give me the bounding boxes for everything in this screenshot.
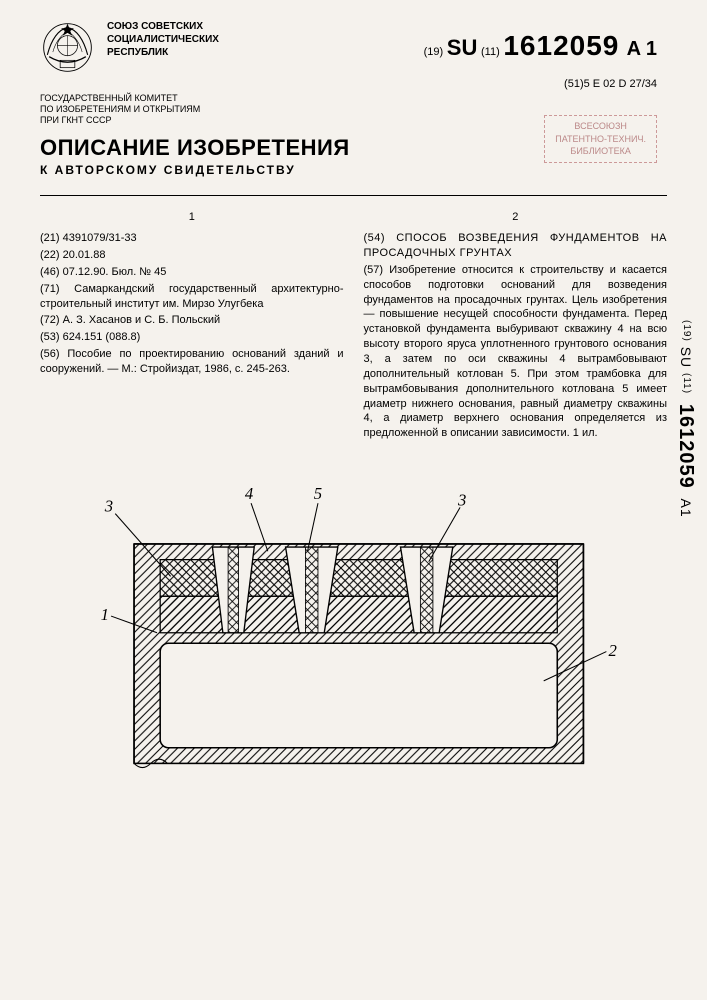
doc-subtitle: К АВТОРСКОМУ СВИДЕТЕЛЬСТВУ bbox=[40, 163, 667, 177]
svg-text:1: 1 bbox=[101, 605, 109, 624]
svg-text:3: 3 bbox=[104, 497, 113, 516]
state-emblem-icon bbox=[40, 20, 95, 75]
document-number: (19) SU (11) 1612059 A 1 bbox=[424, 30, 657, 62]
side-doc-number: (19) SU (11) 1612059 A1 bbox=[674, 320, 697, 518]
svg-text:2: 2 bbox=[608, 641, 616, 660]
svg-text:4: 4 bbox=[245, 484, 253, 503]
bibliographic-columns: 1 (21) 4391079/31-33 (22) 20.01.88 (46) … bbox=[40, 210, 667, 443]
svg-text:3: 3 bbox=[457, 490, 466, 509]
technical-figure: 3 1 4 5 3 2 bbox=[40, 473, 667, 803]
svg-text:5: 5 bbox=[314, 484, 322, 503]
library-stamp: ВСЕСОЮЗН ПАТЕНТНО-ТЕХНИЧ. БИБЛИОТЕКА bbox=[544, 115, 657, 163]
issuer-text: СОЮЗ СОВЕТСКИХ СОЦИАЛИСТИЧЕСКИХ РЕСПУБЛИ… bbox=[107, 20, 219, 59]
left-column: 1 (21) 4391079/31-33 (22) 20.01.88 (46) … bbox=[40, 210, 344, 443]
ipc-classification: (51)5 E 02 D 27/34 bbox=[564, 78, 657, 90]
right-column: 2 (54) СПОСОБ ВОЗВЕДЕНИЯ ФУНДАМЕНТОВ НА … bbox=[364, 210, 668, 443]
divider bbox=[40, 195, 667, 196]
